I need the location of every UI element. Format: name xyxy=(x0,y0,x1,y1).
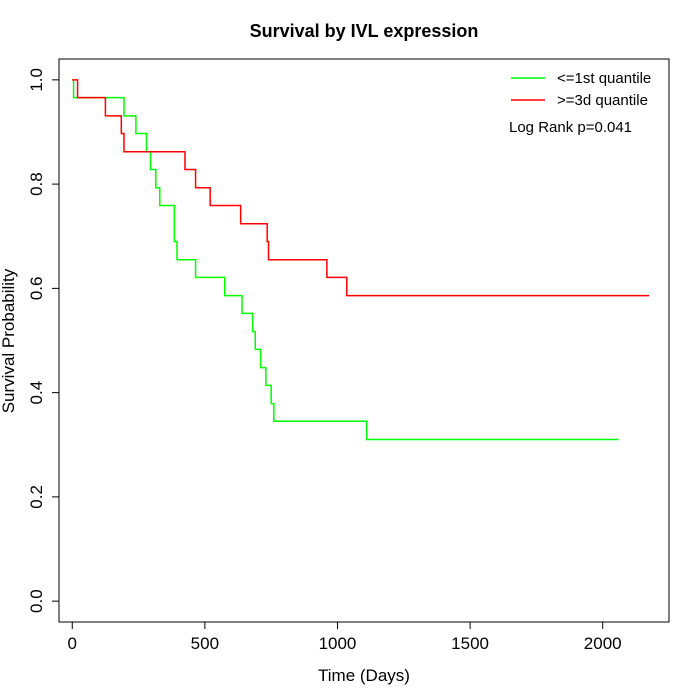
y-tick-label: 0.2 xyxy=(27,485,46,509)
legend-label-high: >=3d quantile xyxy=(557,92,648,109)
log-rank-annotation: Log Rank p=0.041 xyxy=(509,119,632,136)
series-line-1 xyxy=(72,79,650,297)
series-layer xyxy=(72,79,650,441)
x-tick-label: 0 xyxy=(68,634,77,653)
legend: <=1st quantile >=3d quantile xyxy=(511,70,651,109)
y-axis-label: Survival Probability xyxy=(0,268,18,413)
legend-label-low: <=1st quantile xyxy=(557,70,651,87)
series-line-0 xyxy=(72,79,619,441)
chart-title: Survival by IVL expression xyxy=(250,21,479,41)
x-axis-label: Time (Days) xyxy=(318,666,410,685)
x-axis: 0 500 1000 1500 2000 xyxy=(68,622,622,653)
plot-frame xyxy=(58,58,670,623)
y-tick-label: 0.6 xyxy=(27,277,46,301)
y-tick-label: 0.4 xyxy=(27,381,46,405)
x-tick-label: 2000 xyxy=(584,634,622,653)
y-tick-label: 0.8 xyxy=(27,172,46,196)
x-tick-label: 500 xyxy=(191,634,219,653)
y-axis: 0.0 0.2 0.4 0.6 0.8 1.0 xyxy=(27,68,59,613)
y-tick-label: 0.0 xyxy=(27,589,46,613)
y-tick-label: 1.0 xyxy=(27,68,46,92)
x-tick-label: 1500 xyxy=(451,634,489,653)
x-tick-label: 1000 xyxy=(319,634,357,653)
